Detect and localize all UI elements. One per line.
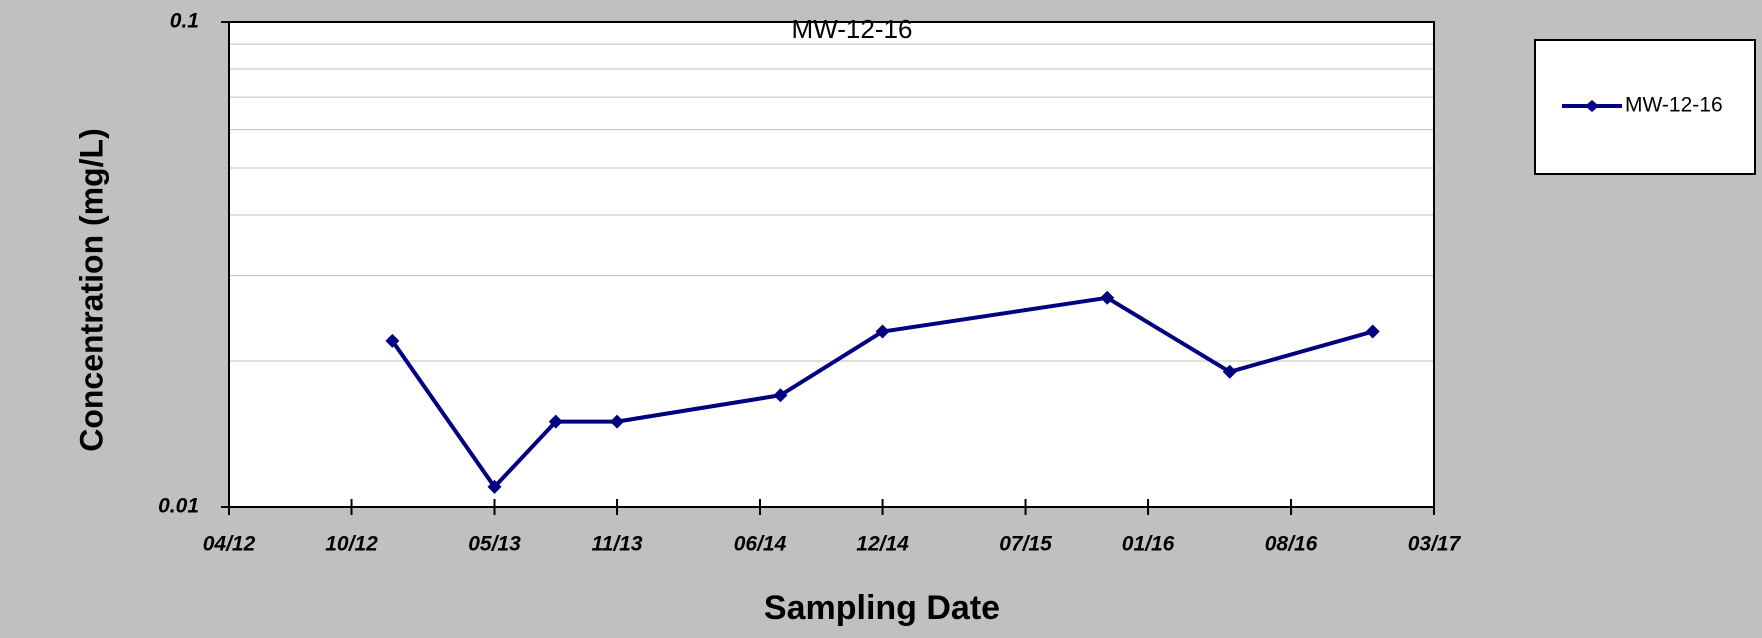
marker (487, 479, 502, 494)
chart-title: MW-12-16 (792, 14, 913, 44)
x-tick-label: 03/17 (1408, 533, 1462, 556)
x-tick-label: 12/14 (856, 533, 909, 556)
marker (610, 414, 625, 429)
x-tick-label: 01/16 (1122, 533, 1175, 556)
marker (875, 324, 890, 339)
marker (548, 414, 563, 429)
x-tick-label: 11/13 (592, 533, 643, 556)
marker (385, 333, 400, 348)
x-tick-label: 04/12 (203, 533, 256, 556)
x-tick-label: 08/16 (1265, 533, 1318, 556)
y-tick-label: 0.01 (158, 495, 199, 518)
marker (1222, 364, 1237, 379)
marker (1365, 324, 1380, 339)
x-tick-label: 06/14 (734, 533, 787, 556)
marker (1100, 290, 1115, 305)
x-axis-label: Sampling Date (764, 589, 1000, 627)
x-tick-label: 10/12 (325, 533, 378, 556)
x-tick-label: 07/15 (999, 533, 1052, 556)
legend-label: MW-12-16 (1625, 94, 1723, 117)
y-axis-label: Concentration (mg/L) (73, 128, 109, 452)
x-tick-label: 05/13 (468, 533, 521, 556)
plot-area (229, 22, 1434, 507)
legend-marker (1585, 100, 1599, 112)
plot-border (228, 21, 1435, 508)
y-tick-label: 0.1 (170, 10, 199, 33)
marker (773, 388, 788, 403)
